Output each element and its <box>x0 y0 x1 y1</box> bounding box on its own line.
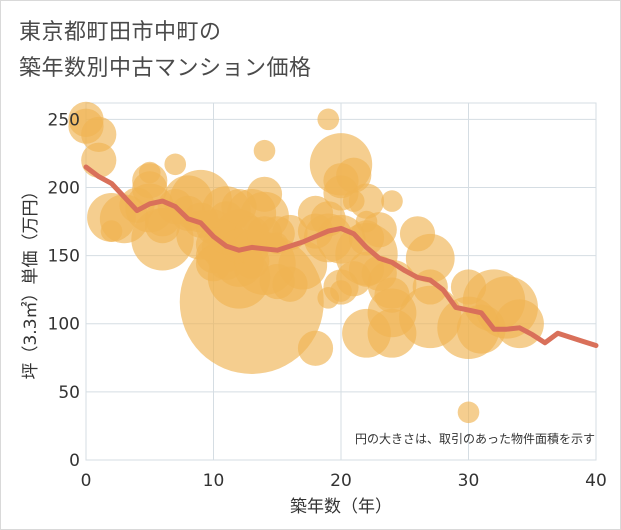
bubble-point <box>132 171 168 207</box>
bubble-layer <box>68 101 544 424</box>
bubble-point <box>456 304 506 354</box>
bubble-point <box>342 190 365 212</box>
bubble-point <box>374 277 410 313</box>
chart-title: 東京都町田市中町の 築年数別中古マンション価格 <box>19 15 312 87</box>
y-tick-label: 250 <box>48 110 80 130</box>
bubble-point <box>399 216 436 252</box>
bubble-point <box>330 280 352 302</box>
bubble-point <box>100 220 123 242</box>
x-tick-label: 20 <box>330 471 352 491</box>
chart-title-line-1: 東京都町田市中町の <box>19 20 222 45</box>
bubble-point <box>138 161 161 184</box>
bubble-point <box>450 269 487 305</box>
bubble-point <box>367 308 417 358</box>
bubble-point <box>495 299 544 349</box>
chart-title-line-2: 築年数別中古マンション価格 <box>19 56 312 81</box>
bubble-point <box>253 139 276 162</box>
bubble-point <box>81 142 117 178</box>
bubble-point <box>272 266 308 302</box>
bubble-point <box>246 176 283 212</box>
x-tick-label: 10 <box>203 471 225 491</box>
bubble-point <box>317 108 340 131</box>
bubble-point <box>355 210 378 233</box>
average-price-line <box>83 164 599 348</box>
y-tick-label: 100 <box>48 315 80 335</box>
size-annotation: 円の大きさは、取引のあった物件面積を示す <box>355 431 595 446</box>
bubble-point <box>164 153 187 176</box>
bubble-point <box>81 116 117 152</box>
y-tick-label: 50 <box>58 383 80 403</box>
y-axis-label: 坪（3.3㎡）単価（万円） <box>21 182 41 379</box>
bubble-point <box>297 330 334 366</box>
x-tick-label: 40 <box>585 471 607 491</box>
y-tick-label: 150 <box>48 247 80 267</box>
x-tick-label: 30 <box>458 471 480 491</box>
axis-ticks: 0 10 20 30 40 0 50 100 150 200 250 <box>48 110 607 491</box>
bubble-point <box>234 243 270 279</box>
bubble-point <box>381 190 403 212</box>
y-tick-label: 0 <box>69 451 80 471</box>
y-tick-label: 200 <box>48 178 80 198</box>
x-tick-label: 0 <box>81 471 92 491</box>
x-axis-label: 築年数（年） <box>290 497 392 517</box>
trend-line-layer <box>83 164 599 348</box>
bubble-point <box>457 401 480 424</box>
